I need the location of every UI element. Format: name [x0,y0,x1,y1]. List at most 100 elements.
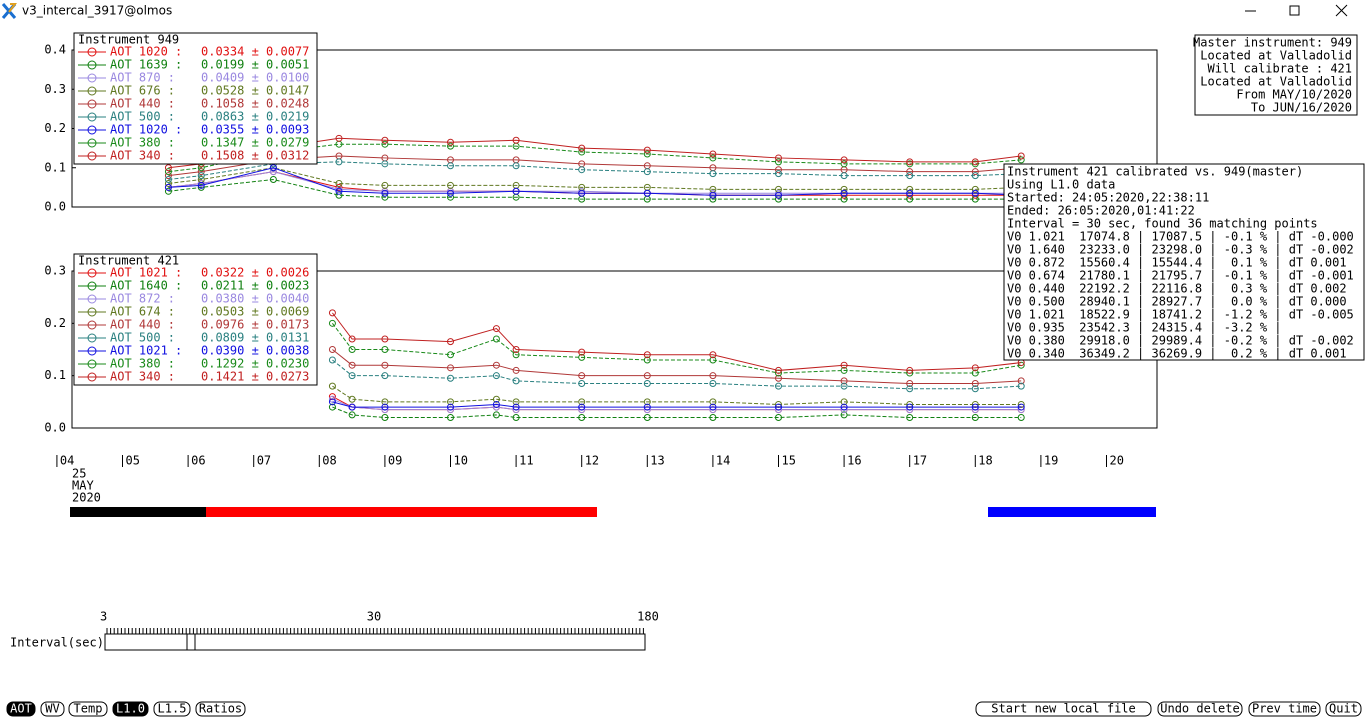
data-point [348,395,356,403]
data-point [512,136,520,144]
data-point [512,351,520,359]
data-point [578,348,586,356]
data-point [328,309,336,317]
toggle-button-label[interactable]: L1.0 [116,702,145,716]
series-line [332,406,1022,419]
date-label: 2020 [72,491,101,505]
action-button-label[interactable]: Start new local file [991,702,1136,716]
data-point [447,181,455,189]
toggle-button[interactable] [112,701,149,717]
data-point [335,158,343,166]
slider-tick-label: 180 [637,610,659,624]
legend-box [73,253,318,386]
info-line: Started: 24:05:2020,22:38:11 [1007,191,1209,205]
data-point [1017,377,1025,385]
data-point [381,398,389,406]
legend-marker [87,320,97,330]
series-line [332,349,1022,385]
toggle-button-label[interactable]: AOT [10,702,32,716]
action-button[interactable] [975,701,1152,717]
maximize-button[interactable] [1289,5,1300,16]
legend-stat: 0.0976 ± 0.0173 [201,318,309,332]
action-button[interactable] [1157,701,1243,717]
action-button-label[interactable]: Quit [1329,702,1358,716]
data-point [381,160,389,168]
toggle-button-label[interactable]: Temp [74,702,103,716]
toggle-button[interactable] [68,701,108,717]
legend-marker [87,359,97,369]
legend-name: AOT 440 : [110,97,175,111]
data-point [328,356,336,364]
data-point [709,189,717,197]
period-bar [206,507,597,517]
x-tick-label: 13 [650,454,664,468]
legend-name: AOT 1021 : [110,266,182,280]
data-point [774,382,782,390]
info-line: V0 0.674 21780.1 | 21795.7 | -0.1 % | dT… [1007,269,1354,283]
data-point [840,160,848,168]
x-tick-label: 04 [60,454,74,468]
date-label: MAY [72,479,94,493]
toggle-button[interactable] [6,701,36,717]
legend-marker [87,138,97,148]
legend-box [73,32,318,165]
data-point [348,335,356,343]
slider-track[interactable] [104,633,646,651]
data-point [197,164,205,172]
action-button[interactable] [1325,701,1362,717]
data-point [164,164,172,172]
toggle-button[interactable] [153,701,191,717]
legend-name: AOT 676 : [110,84,175,98]
y-tick-label: 0.1 [44,368,66,382]
title-bar: v3_intercal_3917@olmos [1,3,1348,19]
data-point [335,179,343,187]
x-tick-label: 17 [913,454,927,468]
data-point [906,380,914,388]
legend-stat: 0.0211 ± 0.0023 [201,279,309,293]
info-line: V0 0.935 23542.3 | 24315.4 | -3.2 % | [1007,321,1282,335]
data-point [774,403,782,411]
data-point [578,189,586,197]
info-line: Using L1.0 data [1007,178,1115,192]
toggle-button-label[interactable]: Ratios [199,702,242,716]
action-button-label[interactable]: Prev time [1252,702,1317,716]
legend-name: AOT 440 : [110,318,175,332]
legend-name: AOT 380 : [110,136,175,150]
toggle-button-label[interactable]: L1.5 [158,702,187,716]
legend-stat: 0.0809 ± 0.0131 [201,331,309,345]
series-line [332,312,1022,371]
legend-marker [87,307,97,317]
data-point [971,369,979,377]
data-point [447,374,455,382]
info-line: V0 1.021 17074.8 | 17087.5 | -0.1 % | dT… [1007,230,1354,244]
legend-marker [87,125,97,135]
slider-knob[interactable] [186,633,196,651]
data-point [335,134,343,142]
data-point [512,366,520,374]
data-point [164,168,172,176]
data-point [492,411,500,419]
toggle-button-label[interactable]: WV [45,702,59,716]
period-bar [988,507,1156,517]
info-line: V0 0.872 15560.4 | 15544.4 | 0.1 % | dT … [1007,256,1347,270]
data-point [971,172,979,180]
legend-marker [87,346,97,356]
legend-marker [87,73,97,83]
toggle-button[interactable] [195,701,246,717]
x-tick-label: 20 [1109,454,1123,468]
toggle-button[interactable] [40,701,65,717]
action-button[interactable] [1248,701,1321,717]
action-button-label[interactable]: Undo delete [1160,702,1239,716]
data-point [328,346,336,353]
data-point [1017,156,1025,164]
data-point [840,172,848,180]
data-point [578,187,586,195]
data-point [774,154,782,162]
data-point [348,361,356,369]
legend-stat: 0.0380 ± 0.0040 [201,292,309,306]
legend-name: AOT 1021 : [110,344,182,358]
close-button[interactable] [1335,4,1348,17]
data-point [906,189,914,197]
legend-name: AOT 500 : [110,110,175,124]
data-point [840,366,848,374]
